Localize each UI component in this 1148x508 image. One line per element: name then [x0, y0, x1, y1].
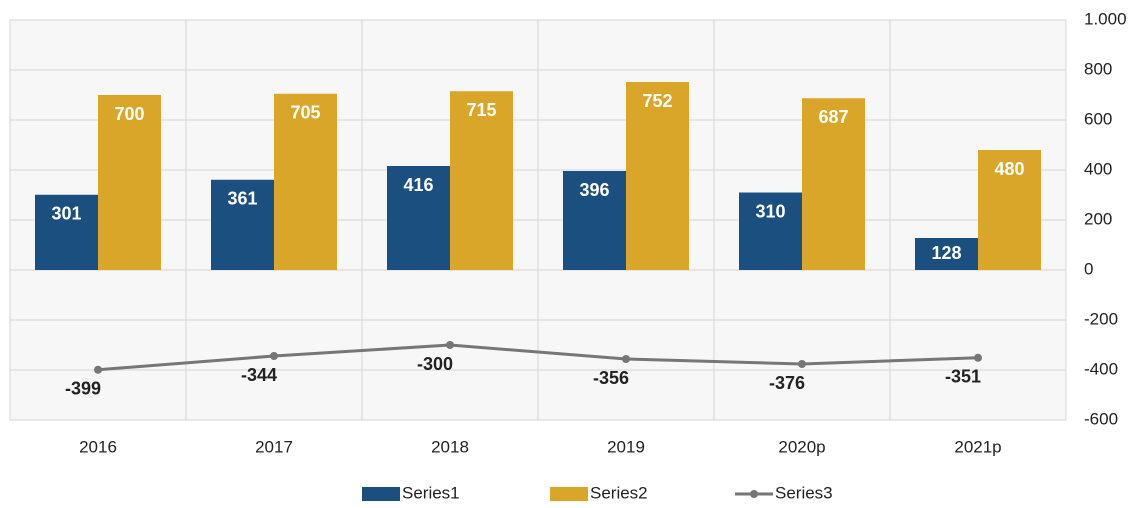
- bar: [450, 91, 513, 270]
- data-label: -399: [65, 379, 101, 399]
- line: [97, 343, 979, 372]
- y-tick-label: 600: [1084, 109, 1112, 128]
- data-label: 752: [642, 91, 672, 111]
- data-label: 301: [51, 204, 81, 224]
- data-label: 396: [579, 180, 609, 200]
- line-marker: [446, 341, 454, 349]
- data-label: -376: [769, 373, 805, 393]
- legend-swatch: [362, 487, 400, 501]
- bar: [563, 171, 626, 270]
- bar: [211, 179, 274, 270]
- legend-label: Series1: [402, 483, 460, 502]
- data-label: -351: [945, 367, 981, 387]
- bar: [978, 150, 1041, 270]
- bar: [98, 95, 161, 270]
- bar: [387, 166, 450, 270]
- bar: [739, 192, 802, 270]
- y-tick-label: -400: [1084, 359, 1118, 378]
- data-label: 128: [931, 243, 961, 263]
- y-tick-label: 400: [1084, 159, 1112, 178]
- y-tick-label: -600: [1084, 409, 1118, 428]
- x-tick-label: 2017: [255, 437, 293, 456]
- x-tick-label: 2016: [79, 437, 117, 456]
- x-tick-label: 2020p: [778, 437, 825, 456]
- bar: [274, 93, 337, 270]
- legend-swatch: [750, 490, 758, 498]
- bar: [626, 82, 689, 270]
- y-tick-label: 1.000: [1084, 9, 1127, 28]
- data-label: 687: [818, 107, 848, 127]
- line-marker: [974, 353, 982, 362]
- data-label: 310: [755, 201, 785, 221]
- data-label: 480: [994, 159, 1024, 179]
- data-label: -300: [417, 354, 453, 374]
- y-tick-label: 200: [1084, 209, 1112, 228]
- line-marker: [94, 365, 102, 374]
- data-label: 705: [290, 103, 320, 123]
- x-tick-label: 2018: [431, 437, 469, 456]
- data-label: -356: [593, 368, 629, 388]
- line-marker: [270, 352, 278, 360]
- data-label: 700: [114, 104, 144, 124]
- y-tick-label: -200: [1084, 309, 1118, 328]
- legend-label: Series2: [590, 483, 648, 502]
- bar: [35, 194, 98, 270]
- bar: [915, 238, 978, 270]
- line-marker: [798, 360, 806, 368]
- x-tick-label: 2021p: [954, 437, 1001, 456]
- bar: [802, 98, 865, 270]
- data-label: 715: [466, 100, 496, 120]
- line-marker: [622, 355, 630, 363]
- data-label: -344: [241, 365, 277, 385]
- y-tick-label: 800: [1084, 59, 1112, 78]
- legend-swatch: [550, 487, 588, 501]
- data-label: 416: [403, 175, 433, 195]
- y-tick-label: 0: [1084, 259, 1093, 278]
- data-label: 361: [227, 189, 257, 209]
- legend-label: Series3: [775, 483, 833, 502]
- x-tick-label: 2019: [607, 437, 645, 456]
